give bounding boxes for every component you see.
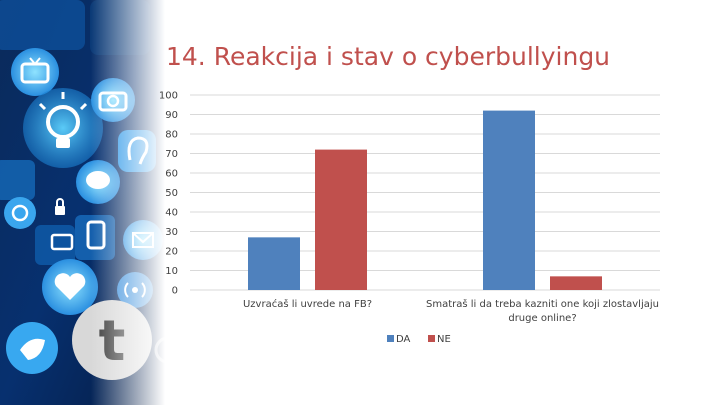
x-axis-category-labels: Uzvraćaš li uvrede na FB? Smatraš li da t… [243, 298, 659, 324]
y-axis-tick-labels: 0 10 20 30 40 50 60 70 80 90 100 [159, 91, 178, 297]
y-tick-label: 70 [165, 149, 178, 160]
legend-label-ne: NE [437, 334, 451, 345]
x-category-label: druge online? [508, 313, 576, 324]
icon-collage: t [0, 0, 165, 405]
y-tick-label: 80 [165, 130, 178, 141]
slide-title: 14. Reakcija i stav o cyberbullyingu [166, 42, 611, 71]
y-tick-label: 50 [165, 188, 178, 199]
x-category-label: Uzvraćaš li uvrede na FB? [243, 298, 372, 310]
y-tick-label: 90 [165, 110, 178, 121]
y-tick-label: 60 [165, 169, 178, 180]
legend-label-da: DA [396, 334, 411, 345]
chart-legend: DA NE [387, 334, 451, 345]
y-tick-label: 10 [165, 266, 178, 277]
chart-bars [248, 110, 602, 290]
decorative-side-panel: t [0, 0, 165, 405]
legend-swatch-da [387, 335, 394, 342]
bar-chart: 0 10 20 30 40 50 60 70 80 90 100 Uzvraćaš li uvred… [159, 91, 660, 345]
bar-da-2 [483, 110, 535, 290]
y-tick-label: 30 [165, 227, 178, 238]
legend-swatch-ne [428, 335, 435, 342]
bar-da-1 [248, 237, 300, 290]
y-tick-label: 0 [172, 286, 178, 297]
y-tick-label: 20 [165, 247, 178, 258]
x-category-label: Smatraš li da treba kazniti one koji zlo… [426, 298, 659, 310]
bar-ne-2 [550, 276, 602, 290]
bar-ne-1 [315, 149, 367, 290]
y-tick-label: 100 [159, 91, 178, 102]
y-tick-label: 40 [165, 208, 178, 219]
